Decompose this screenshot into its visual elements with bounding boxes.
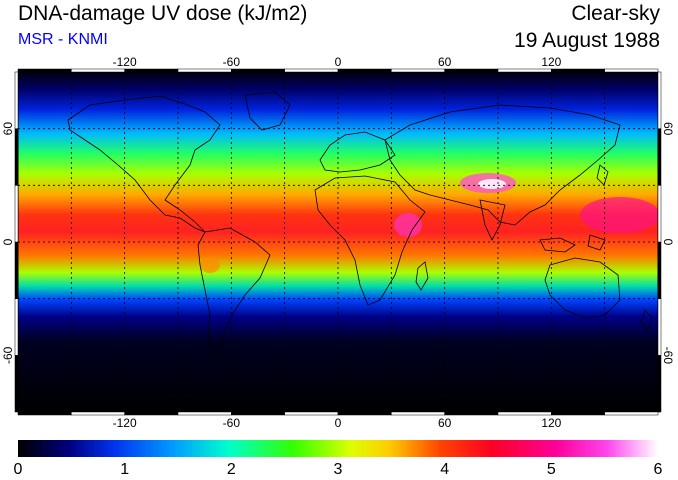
frame-bar-segment [17,68,72,73]
latitude-labels-left: 60 0 -60 [1,122,15,364]
colorbar-tick-label: 3 [334,461,343,478]
frame-bar-segment [17,411,72,416]
longitude-labels-top: -120 -60 0 60 120 [113,55,562,69]
frame-bar-segment [657,128,662,186]
sky-condition-label: Clear-sky [571,2,660,25]
frame-bar-segment [231,68,285,73]
frame-bar-segment [657,298,662,356]
lon-label-bottom: 0 [335,416,342,430]
coastlines [18,91,658,406]
colorbar-tick-label: 4 [440,461,449,478]
colorbar-tick-label: 2 [227,461,236,478]
frame-bar-segment [391,411,445,416]
frame-bar-segment [177,411,232,416]
lon-label-bottom: -60 [223,416,241,430]
chart-title: DNA-damage UV dose (kJ/m2) [18,2,308,25]
colorbar-tick-label: 5 [547,461,556,478]
frame-bar-segment [14,71,19,129]
frame-bar-segment [604,68,659,73]
date-label: 19 August 1988 [514,29,660,52]
lon-label-top: -120 [113,55,137,69]
frame-bar-segment [71,411,125,416]
frame-bar-segment [551,68,605,73]
frame-bar-segment [337,68,392,73]
lat-label-right: 60 [661,122,675,136]
frame-bar-segment [657,71,662,129]
frame-bar-segment [497,411,552,416]
lat-label-right: 0 [661,239,675,246]
frame-bar-segment [604,411,659,416]
frame-bar-segment [124,411,179,416]
frame-bar-segment [231,411,285,416]
lon-label-top: 120 [541,55,561,69]
frame-bar-segment [444,68,499,73]
frame-bar-segment [337,411,392,416]
lat-label-right: -60 [661,347,675,365]
frame-bar-segment [284,68,339,73]
frame-bar-segment [14,185,19,243]
frame-bars [14,68,662,416]
longitude-labels-bottom: -120 -60 0 60 120 [113,416,562,430]
colorbar-tick-label: 6 [654,461,663,478]
frame-bar-segment [14,241,19,299]
lon-label-bottom: 120 [541,416,561,430]
frame-bar-segment [14,128,19,186]
lon-label-top: 60 [438,55,452,69]
lon-label-bottom: -120 [113,416,137,430]
frame-bar-segment [71,68,125,73]
lat-label-left: 0 [1,238,15,245]
frame-bar-segment [657,185,662,243]
source-label: MSR - KNMI [18,31,108,48]
frame-bar-segment [177,68,232,73]
frame-bar-segment [124,68,179,73]
frame-bar-segment [14,298,19,356]
colorbar-tick-label: 1 [120,461,129,478]
frame-bar-segment [551,411,605,416]
frame-bar-segment [284,411,339,416]
colorbar-labels: 0 1 2 3 4 5 6 [14,461,663,478]
frame-bar-segment [391,68,445,73]
lon-label-bottom: 60 [438,416,452,430]
frame-bar-segment [14,355,19,413]
frame-bar-segment [657,241,662,299]
frame-bar-segment [444,411,499,416]
graticule [18,72,658,412]
latitude-labels-right: 60 0 -60 [661,122,675,364]
frame-bar-segment [497,68,552,73]
colorbar-tick-label: 0 [14,461,23,478]
lat-label-left: -60 [1,346,15,364]
lon-label-top: -60 [223,55,241,69]
frame-bar-segment [657,355,662,413]
colorbar [18,440,658,457]
lon-label-top: 0 [335,55,342,69]
lat-label-left: 60 [1,122,15,136]
